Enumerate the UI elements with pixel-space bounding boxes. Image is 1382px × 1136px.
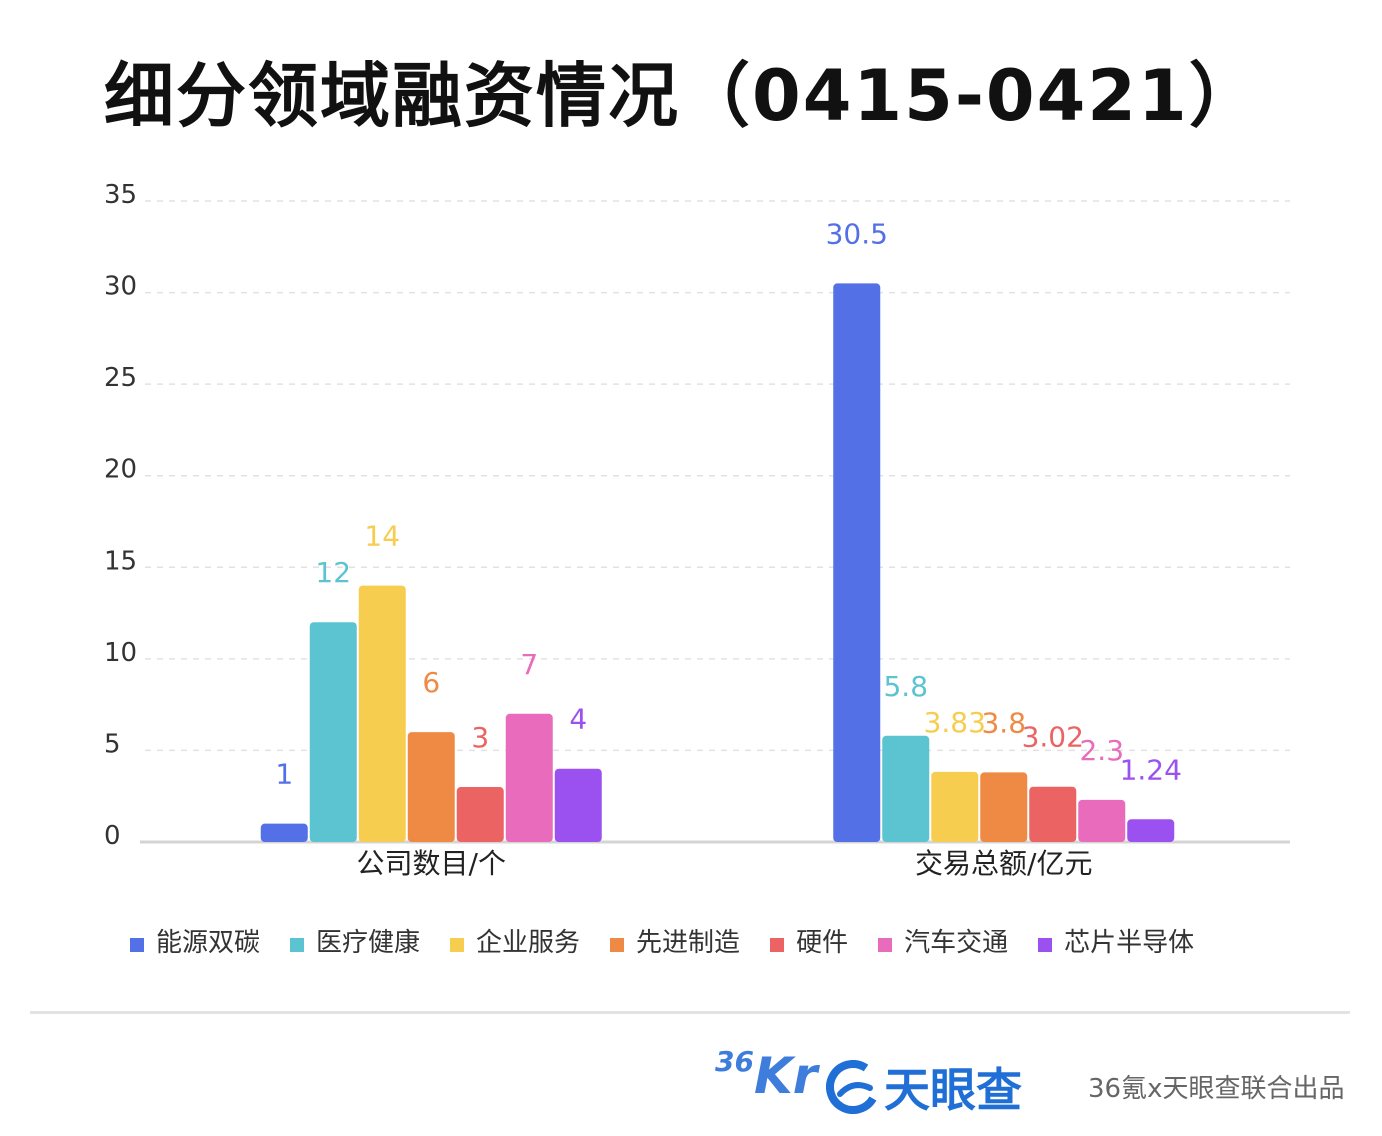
- data-label: 14: [364, 520, 400, 553]
- legend-label: 芯片半导体: [1064, 928, 1195, 958]
- y-tick-label: 0: [104, 821, 121, 851]
- legend-swatch: [130, 937, 144, 952]
- tianyancha-eye-icon: [826, 1060, 880, 1114]
- data-label: 3.8: [981, 706, 1026, 739]
- legend-label: 硬件: [796, 928, 849, 958]
- bar: [554, 768, 602, 842]
- data-label: 3.83: [924, 706, 986, 739]
- bar: [1078, 799, 1126, 842]
- bar: [882, 735, 930, 842]
- legend-item: 硬件: [770, 922, 848, 959]
- legend-item: 医疗健康: [290, 922, 420, 959]
- data-label: 5.8: [883, 670, 928, 703]
- logo-36kr-number: 36: [715, 1045, 754, 1078]
- data-label: 30.5: [826, 217, 888, 250]
- legend-swatch: [450, 937, 465, 952]
- bar: [980, 772, 1028, 842]
- legend-item: 芯片半导体: [1038, 922, 1194, 959]
- legend: 能源双碳 医疗健康 企业服务 先进制造 硬件 汽车交通 芯片半导体: [130, 922, 1194, 959]
- data-label: 2.3: [1079, 734, 1124, 767]
- divider: [30, 1011, 1350, 1014]
- data-label: 3: [471, 721, 489, 754]
- legend-label: 汽车交通: [904, 928, 1009, 958]
- bar-chart: 05101520253035112146374公司数目/个30.55.83.83…: [104, 180, 1290, 880]
- bar: [456, 787, 504, 842]
- legend-label: 能源双碳: [156, 928, 261, 958]
- legend-item: 企业服务: [450, 922, 580, 959]
- data-label: 4: [569, 703, 587, 736]
- category-label: 交易总额/亿元: [915, 847, 1092, 880]
- chart-title: 细分领域融资情况（0415-0421）: [104, 55, 1261, 137]
- data-label: 3.02: [1022, 721, 1084, 754]
- logo-tianyancha: 天眼查: [826, 1054, 1022, 1120]
- logo-36kr-letters: Kr: [753, 1047, 818, 1105]
- y-tick-label: 20: [104, 455, 137, 485]
- y-tick-label: 25: [104, 363, 137, 393]
- data-label: 12: [315, 556, 351, 589]
- legend-swatch: [290, 937, 305, 952]
- y-tick-label: 15: [104, 546, 137, 576]
- data-label: 7: [520, 648, 538, 681]
- legend-item: 先进制造: [610, 922, 740, 959]
- legend-label: 先进制造: [636, 928, 741, 958]
- legend-label: 企业服务: [476, 928, 581, 958]
- bar: [1127, 819, 1175, 842]
- legend-item: 能源双碳: [130, 922, 260, 959]
- legend-swatch: [1038, 937, 1053, 952]
- bar: [505, 713, 553, 842]
- credit-text: 36氪x天眼查联合出品: [1088, 1074, 1345, 1104]
- y-tick-label: 5: [104, 729, 121, 759]
- bar: [931, 771, 979, 842]
- bar: [1029, 786, 1077, 842]
- data-label: 1.24: [1120, 753, 1182, 786]
- y-tick-label: 35: [104, 180, 137, 210]
- bar: [407, 732, 455, 842]
- y-tick-label: 30: [104, 272, 137, 302]
- logo-tianyancha-text: 天眼查: [884, 1063, 1022, 1117]
- legend-label: 医疗健康: [316, 928, 421, 958]
- category-label: 公司数目/个: [357, 847, 506, 880]
- bar: [309, 622, 357, 842]
- logo-36kr: 36 Kr: [715, 1045, 818, 1105]
- legend-item: 汽车交通: [878, 922, 1008, 959]
- bar: [833, 283, 881, 842]
- y-tick-label: 10: [104, 638, 137, 668]
- bar: [260, 823, 308, 842]
- data-label: 6: [422, 666, 440, 699]
- bar: [358, 585, 406, 842]
- legend-swatch: [770, 937, 785, 952]
- data-label: 1: [275, 758, 293, 791]
- legend-swatch: [878, 937, 893, 952]
- legend-swatch: [610, 937, 625, 952]
